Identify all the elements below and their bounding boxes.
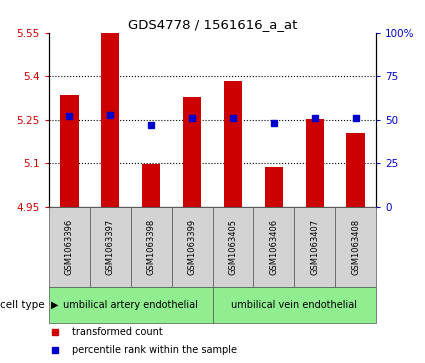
Bar bbox=[294, 207, 335, 287]
Text: umbilical artery endothelial: umbilical artery endothelial bbox=[63, 300, 198, 310]
Bar bbox=[142, 164, 160, 207]
Text: cell type: cell type bbox=[0, 300, 45, 310]
Text: transformed count: transformed count bbox=[72, 327, 162, 337]
Bar bbox=[335, 207, 376, 287]
Bar bbox=[265, 167, 283, 207]
Bar bbox=[183, 97, 201, 207]
Bar bbox=[212, 287, 376, 323]
Text: GSM1063396: GSM1063396 bbox=[65, 219, 74, 275]
Bar bbox=[224, 81, 242, 207]
Text: ▶: ▶ bbox=[51, 300, 59, 310]
Bar bbox=[101, 33, 119, 207]
Text: GSM1063399: GSM1063399 bbox=[187, 219, 196, 275]
Text: GSM1063397: GSM1063397 bbox=[106, 219, 115, 275]
Text: GSM1063398: GSM1063398 bbox=[147, 219, 156, 275]
Text: percentile rank within the sample: percentile rank within the sample bbox=[72, 345, 237, 355]
Bar bbox=[49, 287, 212, 323]
Text: umbilical vein endothelial: umbilical vein endothelial bbox=[231, 300, 357, 310]
Bar bbox=[90, 207, 131, 287]
Bar bbox=[346, 133, 365, 207]
Bar bbox=[49, 207, 90, 287]
Text: GSM1063406: GSM1063406 bbox=[269, 219, 278, 275]
Text: GSM1063405: GSM1063405 bbox=[229, 219, 238, 275]
Bar bbox=[131, 207, 172, 287]
Text: GSM1063407: GSM1063407 bbox=[310, 219, 319, 275]
Bar bbox=[306, 119, 324, 207]
Bar bbox=[212, 207, 253, 287]
Bar bbox=[60, 95, 79, 207]
Title: GDS4778 / 1561616_a_at: GDS4778 / 1561616_a_at bbox=[128, 19, 297, 32]
Bar bbox=[253, 207, 294, 287]
Text: GSM1063408: GSM1063408 bbox=[351, 219, 360, 275]
Bar bbox=[172, 207, 212, 287]
